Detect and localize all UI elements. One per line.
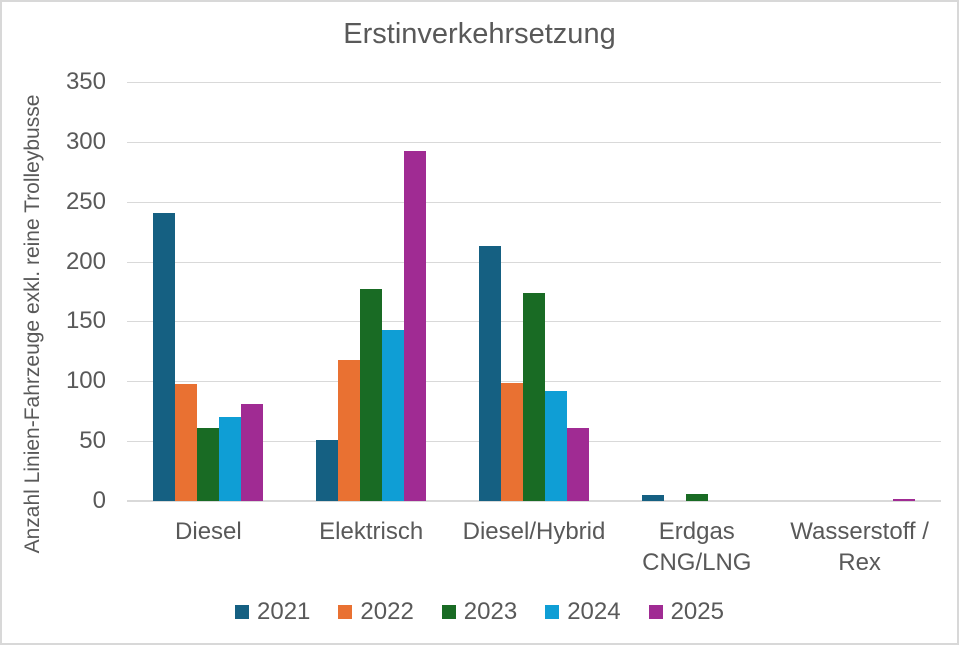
y-tick-label-200: 200 [65, 247, 106, 275]
legend-item-2021: 2021 [235, 598, 310, 626]
x-axis-baseline [127, 500, 941, 502]
bar-diesel-2023 [197, 428, 220, 501]
legend-label: 2024 [567, 598, 621, 625]
x-category-label-line: Rex [838, 549, 881, 576]
bar-erdgas-cng-lng-2021 [641, 495, 664, 501]
x-category-label-diesel-hybrid: Diesel/Hybrid [453, 516, 616, 547]
y-tick-label-300: 300 [65, 127, 106, 155]
legend-item-2023: 2023 [441, 598, 518, 626]
bar-diesel-2022 [175, 383, 198, 501]
bar-elektrisch-2023 [360, 289, 383, 501]
x-category-label-line: Diesel/Hybrid [462, 518, 606, 545]
x-category-label-line: Elektrisch [319, 518, 424, 545]
legend-swatch-icon [235, 605, 250, 619]
bar-elektrisch-2024 [382, 329, 405, 501]
bar-diesel-hybrid-2025 [567, 428, 589, 501]
bar-erdgas-cng-lng-2023 [685, 493, 708, 501]
gridline-250 [127, 201, 941, 203]
legend-swatch-icon [338, 605, 353, 619]
bar-elektrisch-2021 [316, 439, 339, 501]
legend-label: 2025 [670, 598, 724, 625]
gridline-200 [127, 261, 941, 263]
bar-wasserstoff-rex-2025 [892, 498, 915, 501]
y-tick-label-250: 250 [65, 187, 106, 215]
bar-elektrisch-2025 [404, 151, 427, 501]
x-category-label-line: CNG/LNG [642, 549, 752, 576]
y-tick-label-0: 0 [92, 487, 106, 514]
x-category-label-line: Erdgas [658, 518, 735, 545]
legend-label: 2021 [257, 598, 311, 625]
bar-diesel-2024 [219, 417, 242, 501]
legend-swatch-icon [648, 605, 663, 619]
legend-item-2024: 2024 [545, 598, 621, 626]
legend-swatch-icon [545, 605, 560, 619]
legend-swatch-icon [441, 605, 456, 619]
chart-title: Erstinverkehrsetzung [343, 18, 616, 50]
x-category-label-elektrisch: Elektrisch [290, 516, 453, 547]
bar-diesel-hybrid-2022 [501, 382, 523, 501]
y-tick-label-350: 350 [65, 68, 106, 95]
y-tick-label-150: 150 [65, 307, 106, 335]
legend: 2021 2022 2023 2024 2025 [2, 595, 957, 629]
x-category-label-wasserstoff-rex: Wasserstoff / Rex [778, 516, 941, 578]
x-category-label-diesel: Diesel [127, 516, 290, 547]
bar-diesel-hybrid-2021 [479, 246, 501, 501]
x-category-label-line: Wasserstoff / [790, 518, 929, 545]
bar-diesel-hybrid-2023 [523, 292, 545, 501]
gridline-350 [127, 82, 941, 83]
legend-label: 2023 [463, 598, 518, 625]
legend-item-2025: 2025 [648, 598, 724, 626]
plot-area [127, 82, 941, 502]
legend-item-2022: 2022 [338, 598, 414, 626]
y-tick-label-100: 100 [65, 367, 106, 395]
x-category-label-line: Diesel [175, 518, 242, 545]
gridline-300 [127, 141, 941, 143]
bar-diesel-hybrid-2024 [545, 390, 567, 501]
bar-elektrisch-2022 [338, 359, 361, 501]
y-tick-label-50: 50 [79, 427, 106, 455]
bar-diesel-2025 [241, 404, 264, 501]
bar-diesel-2021 [153, 212, 176, 501]
legend-label: 2022 [360, 598, 414, 625]
x-category-label-erdgas-cng-lng: Erdgas CNG/LNG [615, 516, 778, 578]
